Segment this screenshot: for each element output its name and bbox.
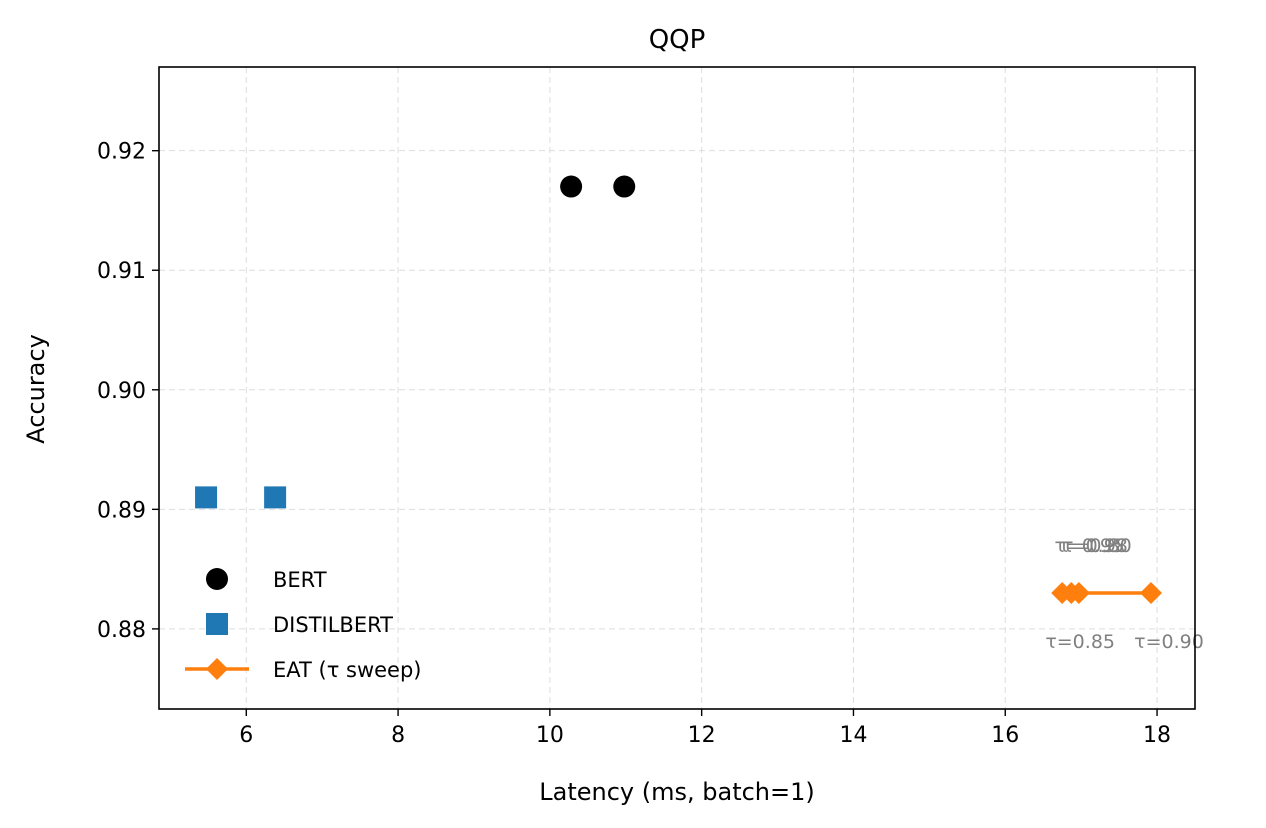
y-tick-label: 0.88 <box>97 618 146 643</box>
y-axis: 0.88 0.89 0.90 0.91 0.92 <box>97 140 159 643</box>
legend-marker <box>206 568 228 590</box>
point-annotation: τ=0.85 <box>1045 631 1115 653</box>
legend-marker <box>206 613 228 635</box>
chart-title: QQP <box>649 25 706 55</box>
series-bert <box>560 175 636 198</box>
y-tick-label: 0.90 <box>97 379 146 404</box>
data-point <box>195 486 218 509</box>
data-point <box>1067 582 1090 605</box>
grid <box>159 67 1195 709</box>
x-axis-label: Latency (ms, batch=1) <box>539 778 815 806</box>
legend-item: EAT (τ sweep) <box>185 658 422 682</box>
x-axis: 6 8 10 12 14 16 18 <box>239 709 1171 748</box>
point-annotation: τ=0.98 <box>1058 535 1128 557</box>
legend-item: BERT <box>206 568 327 592</box>
point-annotation: τ=0.90 <box>1134 631 1204 653</box>
point-annotation: τ=0.95 <box>1054 535 1124 557</box>
legend-label: BERT <box>273 568 327 592</box>
x-tick-label: 14 <box>839 723 867 748</box>
legend-item: DISTILBERT <box>206 613 393 637</box>
series-layer <box>195 175 1162 605</box>
series-distilbert <box>195 486 287 509</box>
x-tick-label: 8 <box>391 723 405 748</box>
y-tick-label: 0.91 <box>97 259 146 284</box>
point-annotation: τ=0.80 <box>1062 535 1132 557</box>
data-point <box>264 486 287 509</box>
x-tick-label: 18 <box>1143 723 1171 748</box>
data-point <box>560 175 583 198</box>
y-axis-label: Accuracy <box>22 334 50 444</box>
annotation-layer: τ=0.85 τ=0.90 τ=0.95τ=0.98τ=0.80 <box>1045 535 1203 653</box>
y-tick-label: 0.92 <box>97 140 146 165</box>
legend-label: DISTILBERT <box>273 613 393 637</box>
series-eat-sweep <box>1051 582 1162 605</box>
data-point <box>613 175 636 198</box>
legend-label: EAT (τ sweep) <box>273 658 422 682</box>
plot-frame <box>158 66 1196 710</box>
x-tick-label: 16 <box>991 723 1019 748</box>
x-tick-label: 12 <box>688 723 716 748</box>
x-tick-label: 10 <box>536 723 564 748</box>
y-tick-label: 0.89 <box>97 498 146 523</box>
legend-marker <box>206 658 228 680</box>
legend: BERT DISTILBERT EAT (τ sweep) <box>185 568 422 682</box>
data-point <box>1139 582 1162 605</box>
x-tick-label: 6 <box>239 723 253 748</box>
